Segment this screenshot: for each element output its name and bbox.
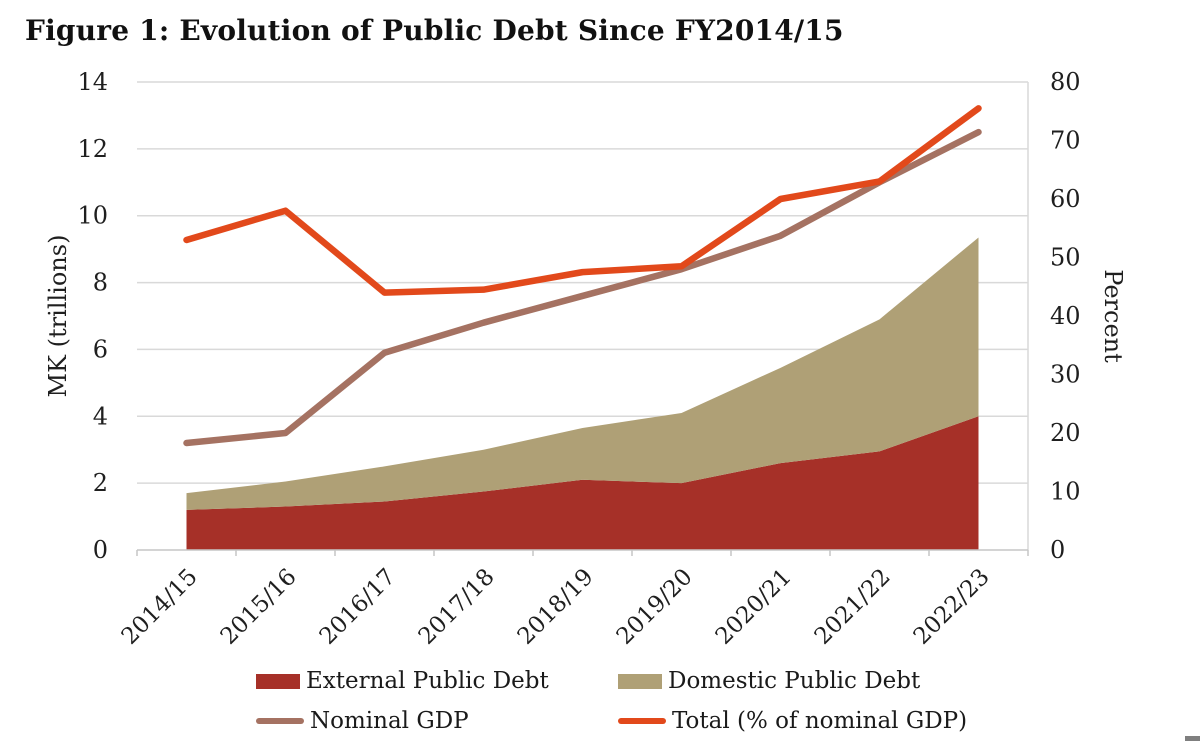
legend-item-nominal-gdp: Nominal GDP: [256, 708, 618, 734]
x-axis-tick-label: 2019/20: [612, 564, 698, 650]
left-axis-title: MK (trillions): [44, 235, 72, 398]
right-axis-tick-label: 80: [1050, 68, 1081, 96]
right-axis-tick-label: 0: [1050, 536, 1065, 564]
area-domestic-public-debt: [186, 237, 979, 510]
line-total-of-nominal-gdp: [183, 105, 982, 296]
x-axis-tick-label: 2017/18: [414, 564, 500, 650]
x-axis-tick-label: 2022/23: [909, 564, 995, 650]
right-axis-tick-label: 50: [1050, 244, 1081, 272]
area-series-group: [186, 237, 979, 550]
axis-group: [136, 549, 1029, 556]
legend-item-total-of-nominal-gdp: Total (% of nominal GDP): [618, 708, 967, 734]
right-axis-tick-label: 40: [1050, 302, 1081, 330]
right-axis-tick-label: 30: [1050, 361, 1081, 389]
x-axis-tick-label: 2021/22: [810, 564, 896, 650]
left-axis-tick-label: 10: [77, 202, 108, 230]
corner-mark: [1185, 736, 1200, 741]
legend-label: Domestic Public Debt: [668, 668, 921, 694]
x-axis-tick-label: 2018/19: [513, 564, 599, 650]
right-axis-tick-label: 10: [1050, 478, 1081, 506]
left-axis-tick-label: 6: [93, 335, 108, 363]
right-axis-tick-label: 20: [1050, 419, 1081, 447]
x-axis-tick-label: 2016/17: [315, 564, 401, 650]
left-axis-tick-label: 12: [77, 135, 108, 163]
chart-legend: External Public Debt Domestic Public Debt…: [256, 668, 967, 734]
legend-area-swatch-external-public-debt: [256, 673, 300, 689]
line-series-group: [183, 105, 982, 447]
x-axis-tick-label: 2015/16: [216, 564, 302, 650]
right-axis-tick-label: 60: [1050, 185, 1081, 213]
left-axis-tick-label: 0: [93, 536, 108, 564]
x-axis-tick-label: 2014/15: [117, 564, 203, 650]
public-debt-chart: 0 2 4 6 8 10 12 14 0 10 20 30 40 50 60 70 80 2014/15 2015/…: [44, 68, 1127, 650]
right-axis-tick-label: 70: [1050, 127, 1081, 155]
legend-item-domestic-public-debt: Domestic Public Debt: [618, 668, 967, 694]
left-axis-tick-label: 14: [77, 68, 108, 96]
left-axis-tick-label: 8: [93, 269, 108, 297]
legend-item-external-public-debt: External Public Debt: [256, 668, 618, 694]
x-axis-tick-label: 2020/21: [711, 564, 797, 650]
figure-title: Figure 1: Evolution of Public Debt Since…: [25, 14, 844, 47]
legend-line-swatch-total-of-nominal-gdp: [618, 718, 666, 724]
legend-area-swatch-domestic-public-debt: [618, 673, 662, 689]
left-axis-tick-label: 4: [93, 402, 108, 430]
left-axis-tick-label: 2: [93, 469, 108, 497]
right-axis-title: Percent: [1099, 269, 1127, 363]
legend-label: External Public Debt: [306, 668, 549, 694]
legend-line-swatch-nominal-gdp: [256, 718, 304, 724]
area-external-public-debt: [186, 416, 979, 550]
line-nominal-gdp: [183, 128, 982, 447]
legend-label: Nominal GDP: [310, 708, 469, 734]
legend-label: Total (% of nominal GDP): [672, 708, 968, 734]
